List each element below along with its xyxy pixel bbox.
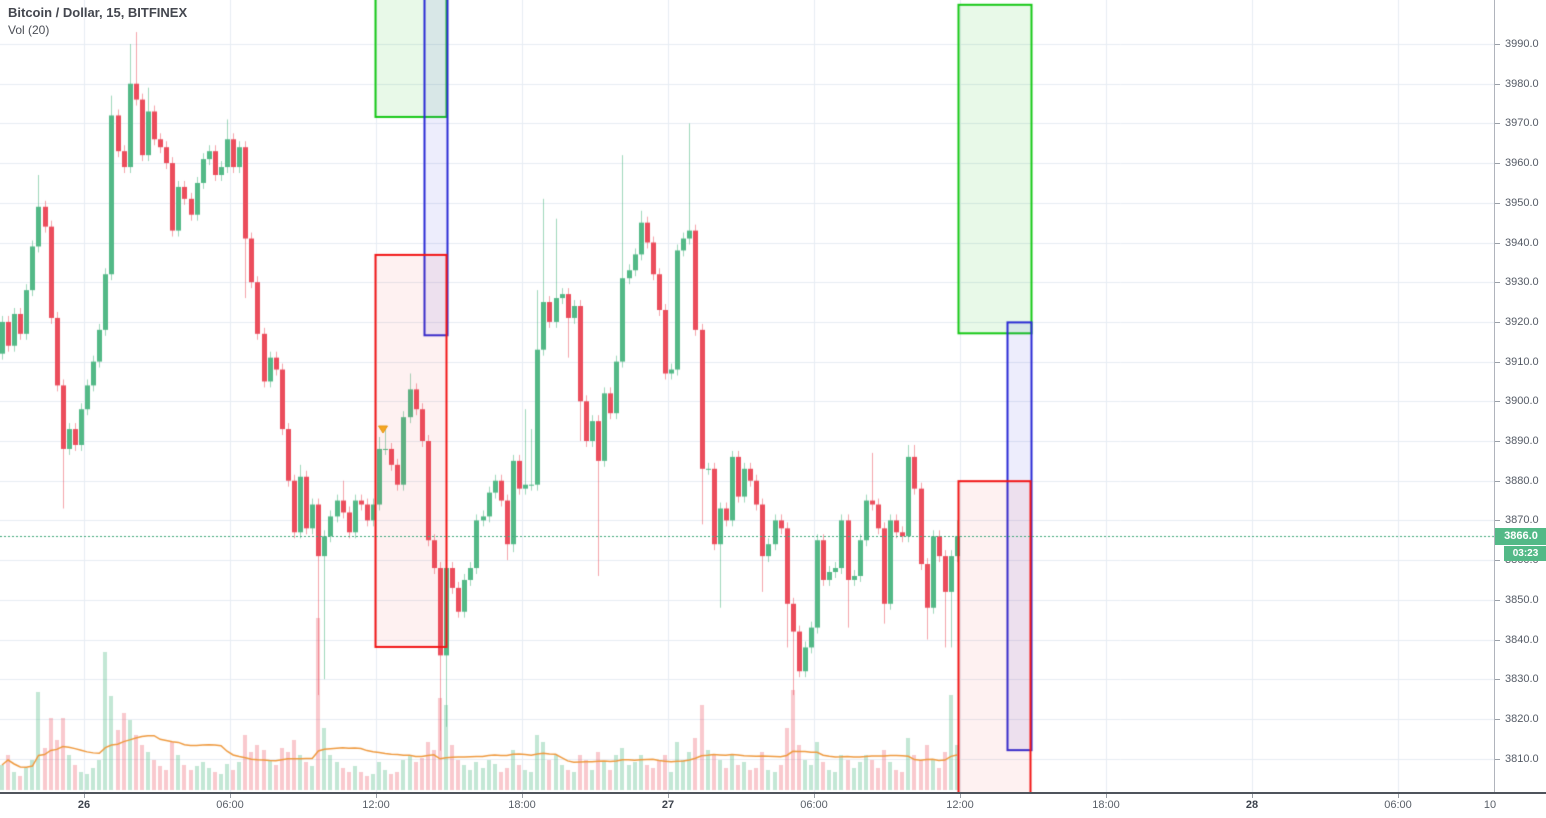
time-tick-label: 12:00 [946,799,974,811]
price-tick-label: 3820.0 [1495,712,1546,726]
price-tick-label: 3870.0 [1495,513,1546,527]
price-tick-label: 3920.0 [1495,315,1546,329]
volume-indicator-legend[interactable]: Vol (20) [8,23,50,37]
time-tick-mark [668,794,669,798]
price-tick-label: 3850.0 [1495,593,1546,607]
price-tick-label: 3880.0 [1495,474,1546,488]
last-price-badge: 3866.0 [1495,527,1546,545]
time-tick-label: 06:00 [800,799,828,811]
time-tick-label: 18:00 [1092,799,1120,811]
price-tick-label: 3960.0 [1495,156,1546,170]
time-tick-mark [1252,794,1253,798]
time-tick-label: 10 [1483,799,1497,811]
time-tick-label: 18:00 [508,799,536,811]
time-tick-label: 27 [661,799,675,811]
chart-legend: Bitcoin / Dollar, 15, BITFINEX Vol (20) [8,4,187,39]
time-tick-mark [960,794,961,798]
price-tick-label: 3900.0 [1495,394,1546,408]
time-tick-label: 06:00 [1384,799,1412,811]
price-tick-label: 3970.0 [1495,116,1546,130]
bar-countdown-badge: 03:23 [1504,546,1546,562]
price-tick-label: 3990.0 [1495,37,1546,51]
time-tick-mark [84,794,85,798]
time-tick-mark [814,794,815,798]
symbol-legend[interactable]: Bitcoin / Dollar, 15, BITFINEX [8,5,188,20]
price-tick-label: 3810.0 [1495,752,1546,766]
price-tick-label: 3910.0 [1495,355,1546,369]
time-tick-mark [230,794,231,798]
time-tick-mark [1106,794,1107,798]
price-tick-label: 3980.0 [1495,77,1546,91]
time-tick-label: 12:00 [362,799,390,811]
time-axis[interactable]: 26 06:00 12:00 18:00 27 06:00 12:00 18:00 28 06:0… [0,792,1546,818]
chart-canvas[interactable] [0,0,1494,792]
price-tick-label: 3930.0 [1495,275,1546,289]
price-tick-label: 3950.0 [1495,196,1546,210]
price-tick-label: 3940.0 [1495,236,1546,250]
price-tick-label: 3890.0 [1495,434,1546,448]
price-tick-label: 3830.0 [1495,672,1546,686]
price-tick-label: 3840.0 [1495,633,1546,647]
time-tick-label: 26 [77,799,91,811]
time-tick-mark [376,794,377,798]
time-tick-label: 28 [1245,799,1259,811]
time-tick-mark [522,794,523,798]
time-tick-mark [1398,794,1399,798]
time-tick-label: 06:00 [216,799,244,811]
price-axis[interactable]: 3866.0 03:23 3990.0 3980.0 3970.0 3960.0 395… [1494,0,1546,792]
